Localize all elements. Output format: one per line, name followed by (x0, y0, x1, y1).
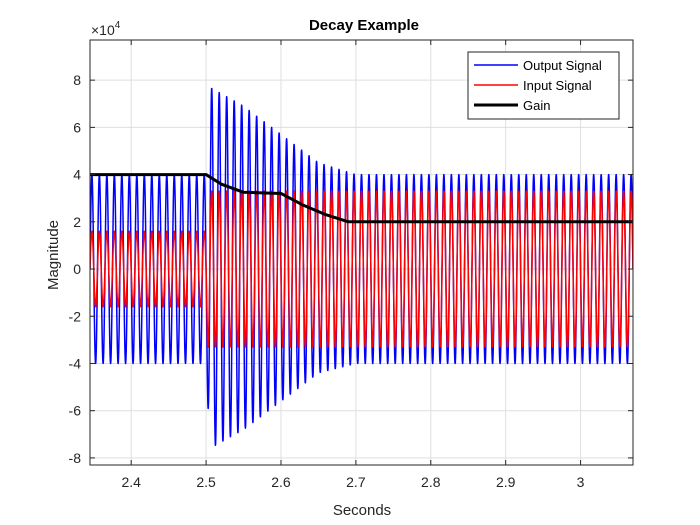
y-exponent-base: ×10 (91, 22, 115, 38)
y-tick-label: 4 (73, 167, 81, 183)
legend-label-input-signal: Input Signal (523, 78, 592, 93)
x-tick-label: 2.5 (196, 474, 216, 490)
x-axis-label: Seconds (333, 502, 391, 519)
chart-title: Decay Example (309, 17, 419, 34)
y-tick-label: -8 (69, 450, 82, 466)
y-tick-label: -6 (69, 403, 82, 419)
y-exponent-power: 4 (115, 20, 121, 31)
legend-label-output-signal: Output Signal (523, 58, 602, 73)
x-tick-label: 2.6 (271, 474, 291, 490)
legend-label-gain: Gain (523, 98, 550, 113)
y-tick-label: 8 (73, 72, 81, 88)
x-tick-label: 2.7 (346, 474, 366, 490)
x-tick-label: 2.4 (121, 474, 141, 490)
y-tick-label: -4 (69, 355, 82, 371)
y-tick-label: 0 (73, 261, 81, 277)
x-tick-label: 3 (577, 474, 585, 490)
legend: Output Signal Input Signal Gain (468, 52, 619, 119)
x-tick-label: 2.8 (421, 474, 441, 490)
y-tick-label: -2 (69, 308, 82, 324)
x-tick-label: 2.9 (496, 474, 516, 490)
y-tick-label: 6 (73, 119, 81, 135)
y-axis-label: Magnitude (45, 220, 62, 290)
y-tick-label: 2 (73, 214, 81, 230)
